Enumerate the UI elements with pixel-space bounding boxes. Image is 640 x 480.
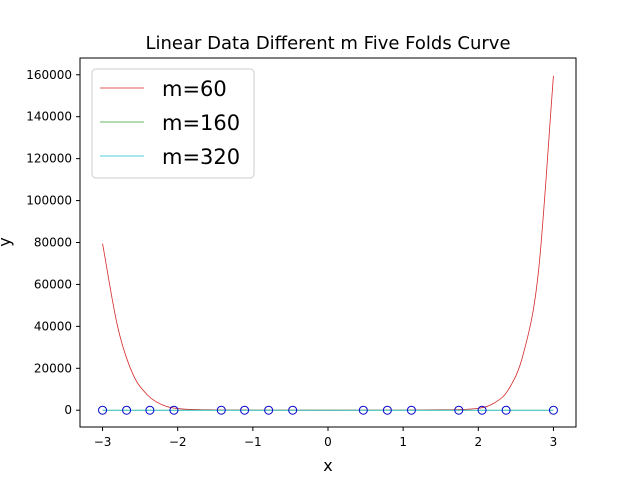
sample-point: [454, 405, 464, 415]
sample-points: [98, 405, 558, 415]
y-tick-label: 100000: [26, 194, 72, 208]
x-tick-label: 3: [550, 435, 558, 449]
sample-point: [169, 405, 179, 415]
x-tick-label: −3: [94, 435, 112, 449]
y-tick-label: 60000: [34, 277, 72, 291]
sample-point: [145, 405, 155, 415]
legend-label: m=160: [162, 111, 240, 135]
sample-point: [98, 405, 108, 415]
y-tick-label: 40000: [34, 319, 72, 333]
x-tick-label: 2: [474, 435, 482, 449]
sample-point: [240, 405, 250, 415]
chart-title: Linear Data Different m Five Folds Curve: [145, 33, 510, 54]
x-tick-label: −2: [169, 435, 187, 449]
sample-point: [358, 405, 368, 415]
y-tick-label: 140000: [26, 110, 72, 124]
sample-point: [477, 405, 487, 415]
legend-label: m=320: [162, 145, 240, 169]
sample-point: [501, 405, 511, 415]
sample-point: [216, 405, 226, 415]
x-axis-label: x: [323, 456, 332, 475]
y-axis-label: y: [0, 237, 14, 246]
legend-box: [91, 68, 255, 179]
sample-point: [382, 405, 392, 415]
sample-point: [406, 405, 416, 415]
y-tick-label: 20000: [34, 361, 72, 375]
legend-label: m=60: [162, 77, 227, 101]
x-tick-label: 1: [399, 435, 407, 449]
x-axis-ticks: −3 −2 −1 0 1 2 3: [94, 427, 558, 449]
sample-point: [264, 405, 274, 415]
legend: m=60 m=160 m=320: [91, 68, 255, 179]
y-tick-label: 120000: [26, 152, 72, 166]
sample-point: [122, 405, 132, 415]
y-axis-ticks: 0 20000 40000 60000 80000 100000 120000 140000 1…: [26, 68, 80, 417]
y-tick-label: 0: [64, 403, 72, 417]
x-tick-label: −1: [244, 435, 262, 449]
y-tick-label: 80000: [34, 236, 72, 250]
x-tick-label: 0: [324, 435, 332, 449]
sample-point: [548, 405, 558, 415]
sample-point: [288, 405, 298, 415]
y-tick-label: 160000: [26, 68, 72, 82]
